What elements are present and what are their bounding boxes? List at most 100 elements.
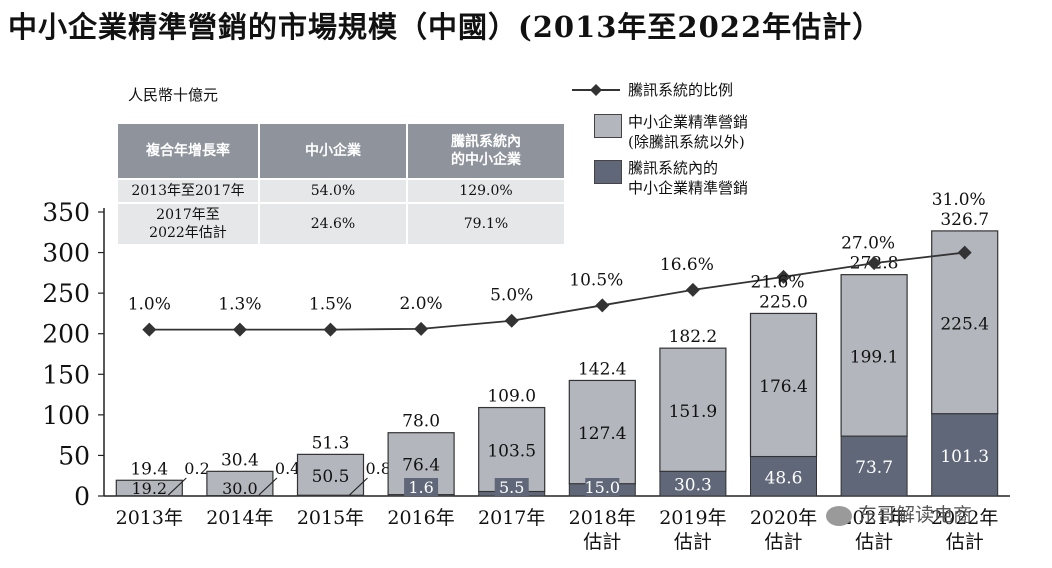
leader-line: [258, 477, 278, 496]
bar-inside-label: 48.6: [765, 468, 803, 488]
share-marker: [595, 298, 610, 313]
bar-outside-label: 176.4: [759, 377, 808, 397]
cagr-cell: 79.1%: [407, 202, 564, 244]
bar-outside-label: 127.4: [578, 424, 627, 444]
bar-total-label: 109.0: [487, 387, 536, 407]
share-marker: [323, 322, 338, 337]
bar-inside: [750, 456, 817, 497]
bar-outside: [931, 230, 999, 415]
bar-outside: [840, 274, 908, 437]
bar-inside: [297, 494, 364, 497]
x-tick-label: 2014年: [206, 507, 273, 529]
bar-outside-label: 199.1: [850, 347, 899, 367]
bar-outside-label: 103.5: [487, 442, 536, 462]
cagr-table: 複合年增長率 中小企業 騰訊系統內 的中小企業 2013年至2017年 54.0%…: [118, 124, 564, 244]
x-tick-label: 估計: [583, 531, 621, 553]
y-tick-label: 50: [58, 441, 90, 470]
bar-inside-label: 0.2: [184, 459, 209, 478]
x-tick-label: 2021年: [840, 507, 907, 529]
share-marker: [504, 313, 519, 328]
cagr-cell: 24.6%: [259, 202, 408, 244]
share-label: 21.6%: [750, 272, 804, 292]
share-label: 2.0%: [399, 294, 442, 314]
bar-inside: [659, 470, 727, 497]
bar-total-label: 30.4: [221, 450, 259, 470]
x-tick-label: 估計: [764, 531, 802, 553]
wechat-icon: [826, 505, 852, 526]
cagr-cell: 2017年至 2022年估計: [118, 202, 260, 244]
x-tick-label: 2022年: [931, 507, 998, 529]
share-marker: [414, 321, 429, 336]
share-marker: [142, 322, 157, 337]
bar-outside-label: 151.9: [669, 402, 718, 422]
bar-inside-label-bg: [494, 478, 529, 496]
share-marker: [867, 256, 882, 271]
share-label: 10.5%: [569, 270, 623, 290]
bar-inside-label-bg: [404, 478, 439, 496]
cagr-cell: 129.0%: [407, 178, 564, 203]
share-label: 5.0%: [490, 286, 533, 306]
share-marker: [957, 245, 972, 260]
watermark: 东哥解读电商: [826, 500, 972, 527]
y-tick-label: 350: [42, 198, 90, 227]
bar-outside-label: 19.2: [131, 479, 167, 498]
legend-outside-swatch: [594, 114, 622, 138]
bar-total-label: 19.4: [130, 459, 168, 479]
share-marker: [232, 322, 247, 337]
cagr-cell: 54.0%: [259, 178, 408, 203]
bar-outside: [478, 406, 546, 493]
share-line: [149, 251, 965, 331]
bar-inside-label: 15.0: [584, 478, 620, 497]
bar-outside: [659, 347, 727, 473]
cagr-header-3: 騰訊系統內 的中小企業: [407, 124, 564, 179]
x-tick-label: 2016年: [387, 507, 454, 529]
x-tick-label: 2020年: [750, 507, 817, 529]
bar-inside: [931, 413, 999, 497]
bar-total-label: 225.0: [759, 292, 808, 312]
bar-total-label: 78.0: [402, 412, 440, 432]
bar-outside-label: 76.4: [402, 456, 440, 476]
y-tick-label: 100: [42, 401, 90, 430]
legend-line-marker: [572, 84, 620, 96]
bar-outside: [296, 453, 365, 496]
unit-label: 人民幣十億元: [128, 86, 219, 104]
x-tick-label: 2015年: [297, 507, 364, 529]
y-tick-label: 300: [42, 239, 90, 268]
bar-total-label: 51.3: [312, 433, 350, 453]
bar-inside-label: 0.8: [366, 459, 391, 478]
x-tick-label: 2017年: [478, 507, 545, 529]
y-tick-label: 250: [42, 279, 90, 308]
share-label: 1.0%: [128, 295, 171, 315]
cagr-header-2: 中小企業: [259, 124, 408, 179]
legend-inside-label: 騰訊系統內的 中小企業精準營銷: [628, 159, 749, 197]
x-tick-label: 估計: [855, 531, 893, 553]
share-label: 1.3%: [218, 295, 261, 315]
bar-outside-label: 50.5: [312, 467, 350, 487]
share-marker: [685, 282, 700, 297]
cagr-row: 2013年至2017年 54.0% 129.0%: [118, 178, 564, 203]
leader-line: [349, 477, 368, 496]
share-label: 16.6%: [660, 255, 714, 275]
bar-inside-label-bg: [585, 478, 620, 496]
bar-inside-label: 0.4: [275, 459, 300, 478]
bar-inside-label: 73.7: [855, 458, 893, 478]
bar-outside: [568, 379, 636, 485]
cagr-cell: 2013年至2017年: [118, 178, 260, 203]
x-tick-label: 估計: [946, 531, 984, 553]
bar-inside-label: 5.5: [499, 478, 524, 497]
cagr-header-1: 複合年增長率: [118, 124, 260, 179]
share-label: 1.5%: [309, 295, 352, 315]
bar-total-label: 142.4: [578, 359, 627, 379]
x-tick-label: 估計: [674, 531, 712, 553]
bar-inside-label: 101.3: [940, 447, 989, 467]
share-marker: [776, 269, 791, 284]
x-tick-label: 2018年: [569, 507, 636, 529]
bar-inside-label: 1.6: [408, 478, 433, 497]
watermark-text: 东哥解读电商: [858, 504, 973, 526]
bar-total-label: 182.2: [669, 327, 718, 347]
bar-inside: [840, 435, 908, 497]
x-tick-label: 2019年: [659, 507, 726, 529]
share-label: 27.0%: [841, 234, 895, 254]
x-tick-label: 2013年: [116, 507, 183, 529]
bar-outside-label: 225.4: [940, 314, 989, 334]
